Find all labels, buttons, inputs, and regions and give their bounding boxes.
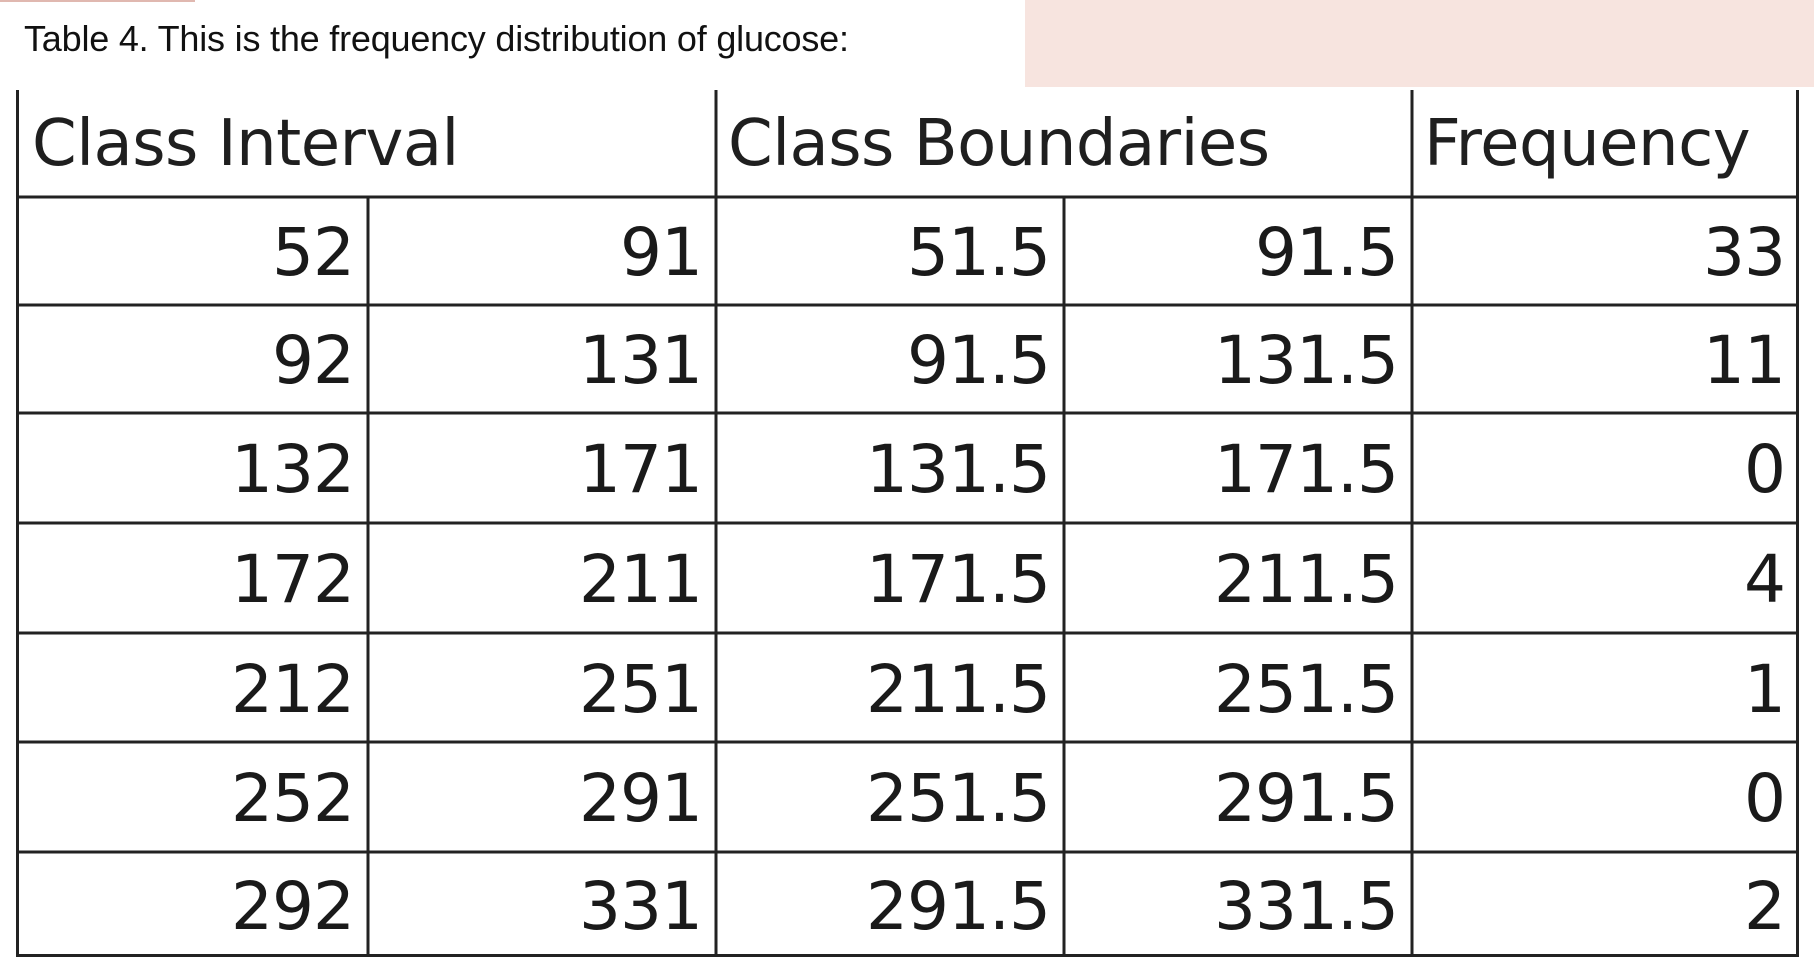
cell-interval-lower: 172 [231,541,355,618]
cell-interval-upper: 331 [579,867,703,945]
cell-frequency: 4 [1744,541,1786,618]
cell-boundary-upper: 211.5 [1214,541,1399,618]
cell-interval-upper: 131 [579,322,703,399]
cell-boundary-lower: 91.5 [907,322,1051,399]
cell-frequency: 0 [1744,760,1786,837]
cell-interval-upper: 171 [579,431,703,508]
cell-interval-upper: 291 [579,760,703,837]
cell-boundary-lower: 51.5 [907,214,1051,291]
highlight-panel [1025,0,1814,87]
cell-frequency: 33 [1703,214,1786,291]
cell-boundary-lower: 251.5 [866,760,1051,837]
cell-interval-upper: 251 [579,650,703,728]
cell-frequency: 11 [1703,322,1786,399]
cell-interval-lower: 132 [231,431,355,508]
cell-interval-lower: 252 [231,760,355,837]
cell-frequency: 1 [1744,650,1786,728]
cell-boundary-upper: 131.5 [1214,322,1399,399]
table-caption: Table 4. This is the frequency distribut… [24,18,849,59]
top-accent-bar [0,0,195,2]
cell-boundary-upper: 171.5 [1214,431,1399,508]
cell-boundary-lower: 131.5 [866,431,1051,508]
header-class-boundaries: Class Boundaries [728,107,1270,181]
cell-boundary-lower: 211.5 [866,650,1051,728]
cell-interval-lower: 92 [272,322,355,399]
cell-frequency: 0 [1744,431,1786,508]
header-frequency: Frequency [1424,107,1751,181]
cell-interval-lower: 212 [231,650,355,728]
cell-boundary-upper: 251.5 [1214,650,1399,728]
cell-boundary-lower: 291.5 [866,867,1051,945]
cell-interval-upper: 91 [620,214,703,291]
cell-interval-upper: 211 [579,541,703,618]
cell-boundary-upper: 331.5 [1214,867,1399,945]
cell-boundary-upper: 291.5 [1214,760,1399,837]
cell-boundary-lower: 171.5 [866,541,1051,618]
cell-frequency: 2 [1744,867,1786,945]
cell-boundary-upper: 91.5 [1255,214,1399,291]
header-class-interval: Class Interval [32,107,459,181]
cell-interval-lower: 52 [272,214,355,291]
cell-interval-lower: 292 [231,867,355,945]
